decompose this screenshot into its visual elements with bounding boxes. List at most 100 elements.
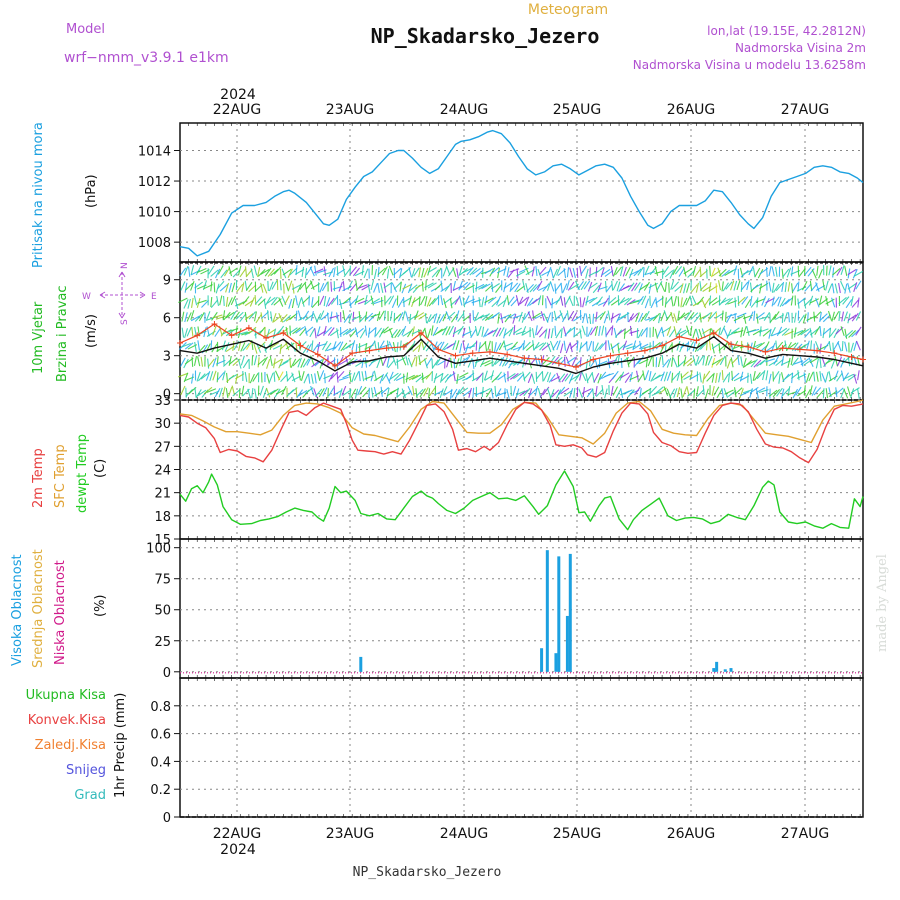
wind-arrow (289, 267, 298, 276)
wind-arrow (830, 358, 836, 369)
wind-arrow (637, 266, 644, 276)
wind-arrow (635, 312, 640, 322)
wind-arrow (396, 357, 406, 363)
wind-arrow (241, 282, 245, 293)
wind-arrow (401, 325, 407, 336)
wind-arrow (295, 295, 298, 306)
wind-arrow (566, 267, 570, 278)
wind-arrow (512, 327, 522, 334)
wind-arrow (660, 282, 666, 292)
wind-arrow (349, 388, 352, 399)
gust-point (504, 351, 511, 358)
wind-arrow (347, 280, 353, 290)
wind-arrow (647, 356, 653, 367)
wind-arrow (850, 387, 860, 394)
wind-arrow (376, 311, 381, 322)
wind-arrow (559, 310, 564, 320)
wind-arrow (454, 295, 461, 305)
wind-arrow (301, 296, 310, 304)
wind-arrow (250, 268, 254, 279)
wind-arrow (847, 313, 851, 324)
wind-arrow (686, 359, 696, 367)
wind-arrow (809, 298, 819, 304)
wind-arrow (423, 358, 428, 369)
wind-arrow (772, 296, 780, 306)
wind-arrow (484, 341, 488, 352)
wind-arrow (402, 390, 412, 398)
wind-arrow (459, 387, 469, 395)
wind-arrow (335, 312, 340, 323)
wind-arrow (397, 298, 404, 308)
wind-arrow (343, 268, 351, 278)
wind-arrow (585, 313, 589, 324)
wind-arrow (597, 360, 608, 366)
wind-arrow (576, 267, 579, 278)
wind-arrow (793, 312, 797, 323)
wind-arrow (674, 266, 683, 275)
wind-arrow (424, 282, 434, 289)
wind-arrow (359, 386, 367, 395)
wind-arrow (191, 373, 194, 384)
wind-arrow (345, 357, 355, 365)
wind-arrow (371, 387, 374, 398)
wind-arrow (203, 327, 207, 338)
wind-arrow (539, 388, 546, 398)
wind-arrow (759, 357, 768, 366)
wind-arrow (585, 358, 589, 370)
wind-arrow (686, 389, 696, 397)
wind-arrow (615, 388, 622, 399)
wind-arrow (481, 297, 485, 308)
wind-arrow (240, 355, 245, 366)
temp-unit: (C) (93, 459, 108, 478)
wind-arrow (217, 280, 225, 290)
wind-arrow (241, 385, 245, 396)
wind-arrow (581, 325, 586, 336)
wind-arrow (782, 268, 790, 278)
wind-arrow (657, 327, 663, 338)
wind-arrow (599, 341, 607, 350)
wind-arrow (828, 327, 832, 338)
wind-arrow (707, 355, 713, 366)
wind-arrow (272, 344, 283, 350)
wind-arrow (319, 295, 325, 306)
wind-arrow (744, 298, 752, 309)
wind-arrow (261, 356, 268, 366)
wind-arrow (528, 298, 538, 306)
pressure-ylabel: Pritisak na nivou mora (31, 122, 46, 268)
ytick-label: 0.8 (150, 700, 171, 715)
wind-arrow (804, 266, 812, 276)
wind-arrow (708, 340, 712, 351)
wind-arrow (435, 267, 442, 278)
wind-arrow (595, 266, 598, 277)
wind-arrow (680, 371, 689, 379)
wind-arrow (503, 372, 507, 383)
wind-arrow (228, 282, 232, 293)
wind-arrow (776, 387, 783, 397)
panel-clouds: 0 25 50 75 100 (146, 538, 864, 681)
lonlat-label: lon,lat (19.15E, 42.2812N) (707, 24, 866, 38)
wind-arrow (733, 280, 738, 291)
gust-point (469, 350, 476, 357)
wind-arrow (392, 355, 397, 366)
wind-arrow (721, 298, 731, 304)
wind-arrow (228, 266, 233, 277)
wind-arrow (822, 314, 831, 323)
wind-arrow (632, 340, 637, 351)
wind-arrow (582, 388, 592, 394)
wind-vector-field (177, 265, 864, 399)
wind-arrow (648, 283, 652, 294)
wind-arrow (279, 280, 282, 291)
wind-arrow (327, 297, 335, 307)
wind-arrow (216, 356, 219, 367)
wind-arrow (671, 372, 680, 381)
wind-arrow (612, 267, 618, 277)
wind-arrow (546, 372, 552, 383)
wind-arrow (267, 268, 275, 277)
wind-arrow (546, 266, 552, 277)
wind-arrow (604, 281, 607, 292)
wind-arrow (828, 340, 832, 352)
wind-arrow (765, 345, 775, 352)
wind-arrow (498, 327, 505, 337)
wind-arrow (615, 313, 622, 323)
wind-arrow (740, 327, 743, 338)
